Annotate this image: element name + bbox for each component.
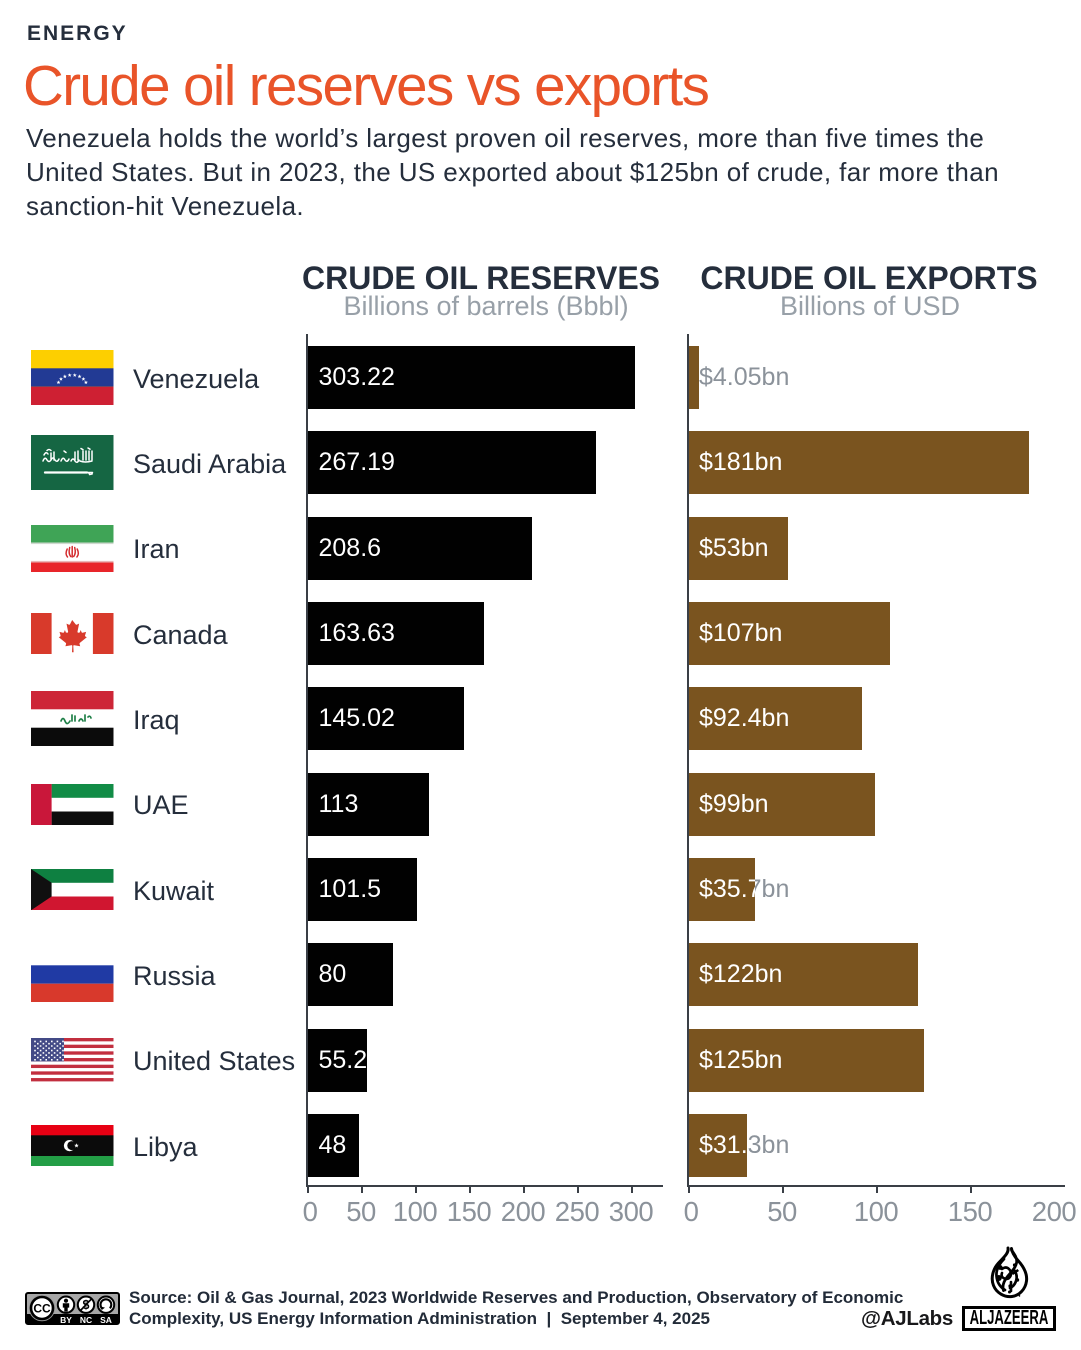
svg-text:CC: CC: [33, 1301, 51, 1315]
svg-text:NC: NC: [80, 1315, 92, 1325]
svg-text:BY: BY: [60, 1315, 72, 1325]
svg-text:SA: SA: [100, 1315, 112, 1325]
